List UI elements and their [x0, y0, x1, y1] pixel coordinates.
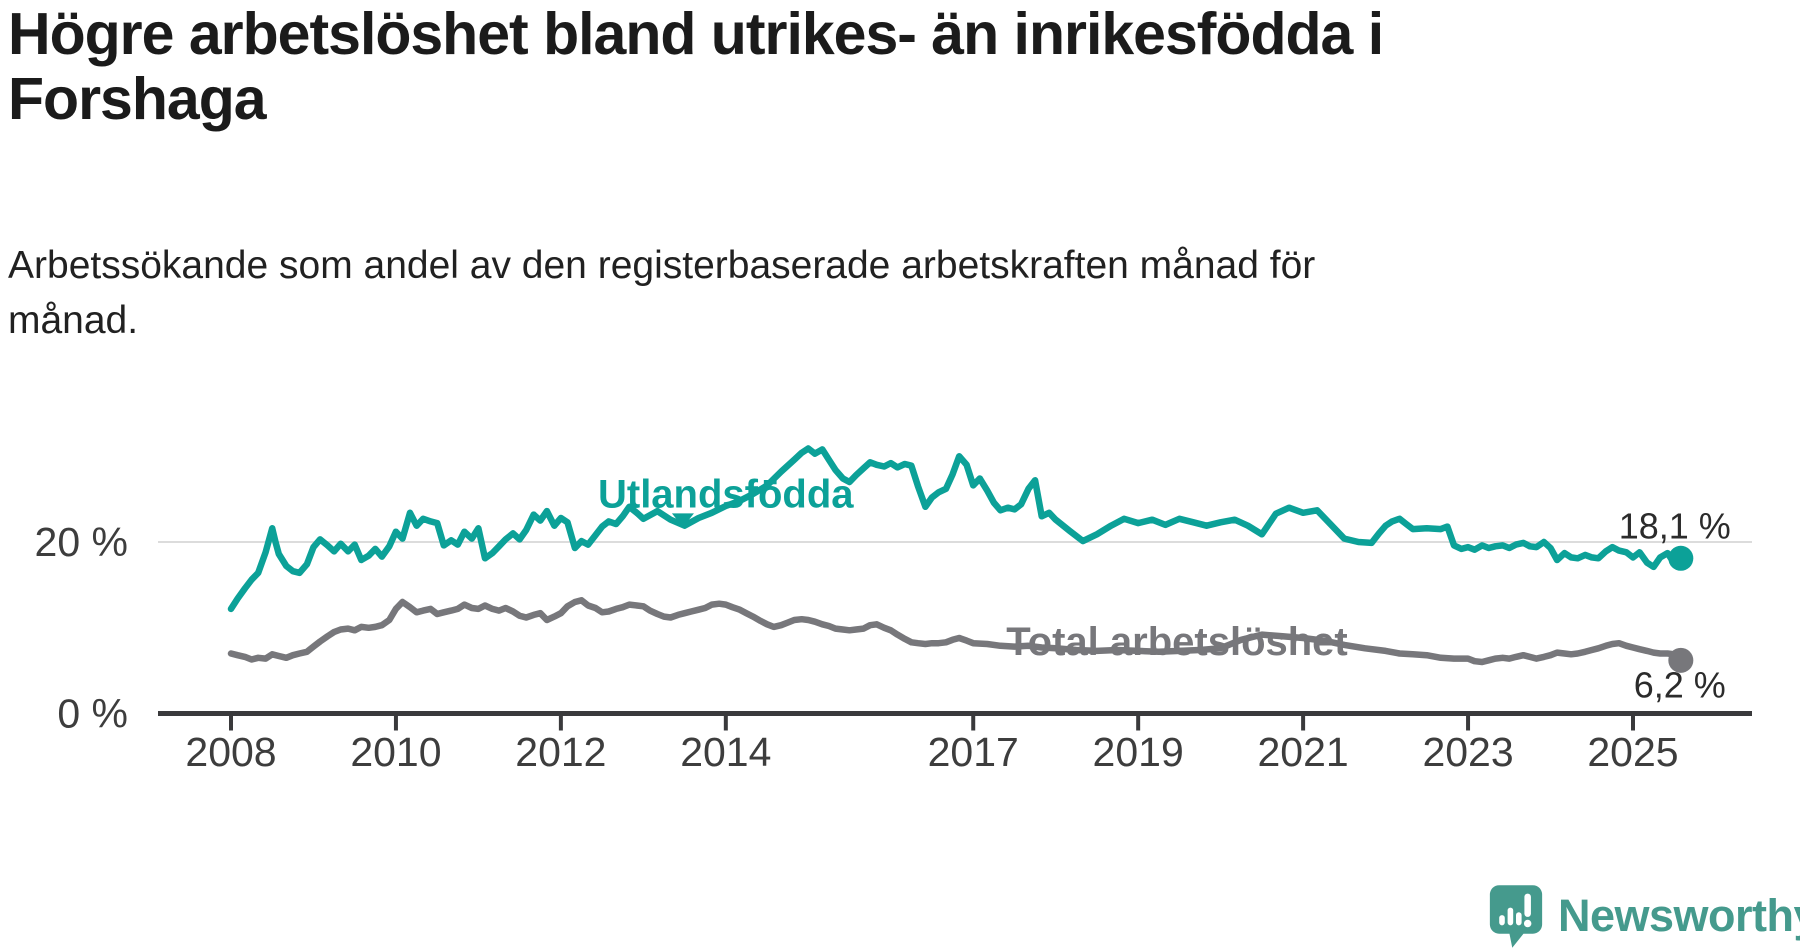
chart-title-line-1: Högre arbetslöshet bland utrikes- än inr… [8, 1, 1384, 67]
mini-bar-chart-icon [1499, 893, 1532, 928]
x-axis-label-2008: 2008 [185, 729, 276, 775]
x-axis-label-2012: 2012 [515, 729, 606, 775]
newsworthy-logo-text: Newsworthy [1558, 890, 1800, 941]
x-axis-label-2019: 2019 [1093, 729, 1184, 775]
chart-title: Högre arbetslöshet bland utrikes- än inr… [8, 1, 1384, 132]
newsworthy-logo-icon [1489, 885, 1543, 948]
series-end-value-total: 6,2 % [1634, 664, 1726, 705]
newsworthy-logo: Newsworthy [1488, 882, 1800, 950]
series-end-dot-utlandsfodda [1668, 545, 1694, 571]
series-end-value-utlandsfodda: 18,1 % [1619, 505, 1731, 546]
x-axis-label-2014: 2014 [680, 729, 771, 775]
x-axis-label-2010: 2010 [350, 729, 441, 775]
series-label-pointer-icon [671, 513, 694, 528]
x-axis-label-2021: 2021 [1258, 729, 1349, 775]
chart-subtitle-line-1: Arbetssökande som andel av den registerb… [8, 244, 1316, 287]
exclamation-dot [1523, 919, 1532, 928]
y-axis-label-0: 0 % [57, 691, 128, 737]
series-label-utlandsfodda: Utlandsfödda [598, 473, 854, 517]
x-axis-label-2023: 2023 [1422, 729, 1513, 775]
chart-subtitle: Arbetssökande som andel av den registerb… [8, 238, 1315, 348]
chart-subtitle-line-2: månad. [8, 299, 139, 342]
x-axis-label-2025: 2025 [1587, 729, 1678, 775]
y-axis-label-20: 20 % [35, 519, 128, 565]
series-end-dot-total [1668, 647, 1694, 673]
chart-title-line-2: Forshaga [8, 66, 267, 132]
series-line-utlandsfodda [227, 445, 1685, 613]
series-label-total: Total arbetslöshet [1006, 620, 1348, 664]
x-axis-label-2017: 2017 [928, 729, 1019, 775]
series-line-total [227, 597, 1685, 666]
exclamation-bar [1524, 893, 1531, 917]
